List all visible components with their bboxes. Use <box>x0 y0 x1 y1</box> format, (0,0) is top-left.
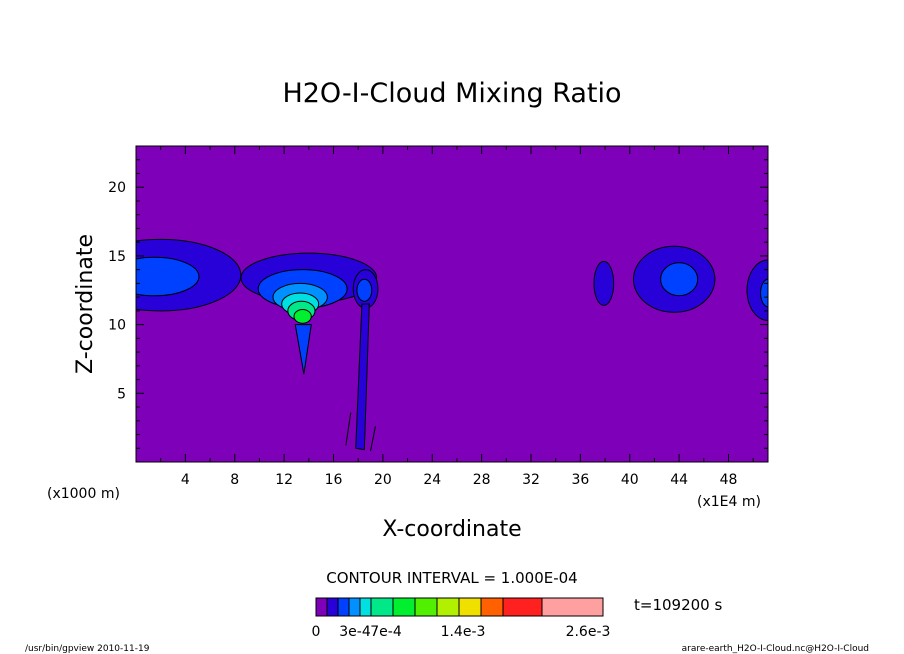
footer-left: /usr/bin/gpview 2010-11-19 <box>25 644 150 654</box>
y-axis-label: Z-coordinate <box>73 234 98 374</box>
plot-frame <box>135 145 769 463</box>
contour-region <box>660 262 699 297</box>
colorbar-swatch <box>414 597 438 617</box>
x-tick-label: 8 <box>230 472 239 488</box>
x-tick-label: 44 <box>670 472 688 488</box>
x-tick-label: 24 <box>423 472 441 488</box>
y-tick-label: 5 <box>117 386 126 402</box>
colorbar-swatch <box>348 597 361 617</box>
contour-region <box>746 259 768 321</box>
colorbar-swatch <box>541 597 604 617</box>
contour-region <box>136 256 200 297</box>
footer-right: arare-earth_H2O-I-Cloud.nc@H2O-I-Cloud <box>682 644 869 654</box>
x-axis-label: X-coordinate <box>382 517 521 542</box>
colorbar-swatch <box>502 597 543 617</box>
time-label: t=109200 s <box>634 596 722 614</box>
colorbar-swatch <box>359 597 372 617</box>
x-tick-label: 48 <box>720 472 738 488</box>
x-tick-label: 40 <box>621 472 639 488</box>
contour-line <box>345 412 376 452</box>
x-tick-label: 20 <box>374 472 392 488</box>
colorbar-swatch <box>458 597 482 617</box>
contours <box>136 238 768 452</box>
x-tick-label: 32 <box>522 472 540 488</box>
contour-tail <box>294 324 312 375</box>
colorbar-label: 0 <box>312 624 321 640</box>
colorbar-swatch <box>392 597 416 617</box>
colorbar-label: 7e-4 <box>370 624 402 640</box>
colorbar-swatch <box>326 597 339 617</box>
colorbar-label: 2.6e-3 <box>566 624 611 640</box>
colorbar-swatch <box>337 597 350 617</box>
x-tick-label: 4 <box>181 472 190 488</box>
colorbar-swatch <box>436 597 460 617</box>
colorbar-label: 1.4e-3 <box>441 624 486 640</box>
y-tick-label: 15 <box>108 249 126 265</box>
colorbar-label: 3e-4 <box>339 624 371 640</box>
contour-region <box>760 278 768 308</box>
contour-region <box>356 278 373 302</box>
contour-tail <box>355 303 370 451</box>
x-tick-label: 16 <box>325 472 343 488</box>
x-unit-left: (x1000 m) <box>47 486 120 502</box>
y-tick-label: 20 <box>108 180 126 196</box>
contour-region <box>593 260 615 306</box>
colorbar: 0 3e-4 7e-4 1.4e-3 2.6e-3 <box>312 597 611 640</box>
x-unit-right: (x1E4 m) <box>697 494 761 510</box>
contour-region <box>293 308 312 324</box>
x-tick-label: 28 <box>473 472 491 488</box>
colorbar-swatch <box>370 597 394 617</box>
contour-interval: CONTOUR INTERVAL = 1.000E-04 <box>326 569 577 587</box>
x-tick-label: 12 <box>275 472 293 488</box>
x-tick-label: 36 <box>571 472 589 488</box>
chart-title: H2O-I-Cloud Mixing Ratio <box>282 78 621 109</box>
colorbar-swatch <box>480 597 504 617</box>
colorbar-swatch <box>315 597 328 617</box>
y-tick-label: 10 <box>108 318 126 334</box>
